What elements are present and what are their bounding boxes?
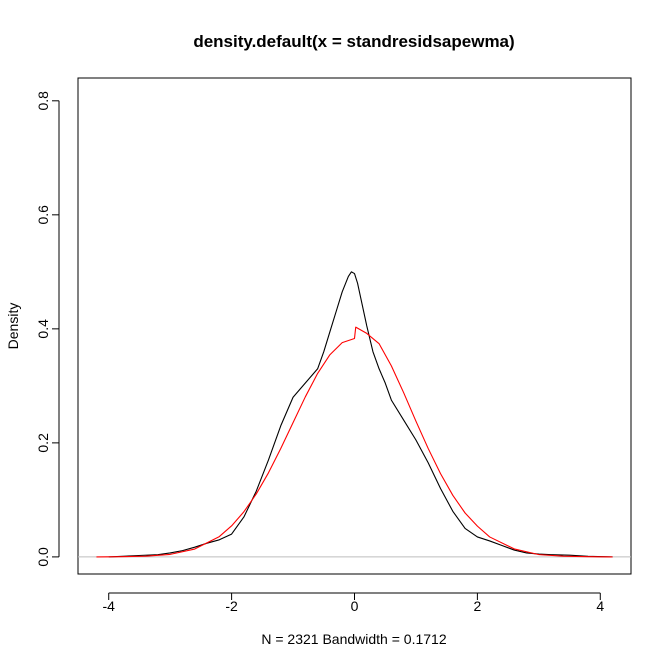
plot-frame <box>77 77 632 575</box>
y-axis-label: Density <box>5 303 21 350</box>
y-tick-label: 0.2 <box>35 433 51 453</box>
normal-curve-red <box>96 326 613 558</box>
x-tick-label: -4 <box>102 598 115 614</box>
y-tick-label: 0.8 <box>35 91 51 111</box>
y-tick-label: 0.6 <box>35 205 51 225</box>
density-line-black <box>108 271 613 558</box>
x-tick-label: -2 <box>225 598 238 614</box>
chart-title: density.default(x = standresidsapewma) <box>193 32 514 51</box>
y-tick-label: 0.0 <box>35 547 51 567</box>
y-tick-label: 0.4 <box>35 319 51 339</box>
x-tick-label: 4 <box>596 598 604 614</box>
x-tick-label: 2 <box>473 598 481 614</box>
x-tick-label: 0 <box>351 598 359 614</box>
x-axis-label: N = 2321 Bandwidth = 0.1712 <box>261 631 446 647</box>
